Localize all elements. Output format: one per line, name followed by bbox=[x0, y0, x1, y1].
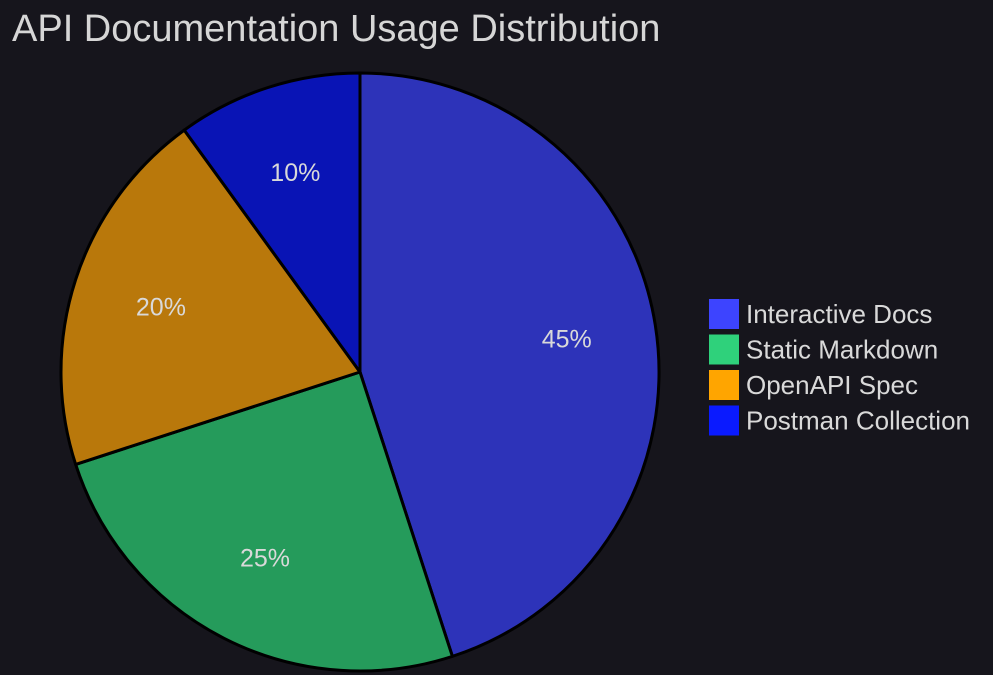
legend-label-openapi-spec: OpenAPI Spec bbox=[746, 370, 918, 400]
pie-slice-labels: 45% 25% 20% 10% bbox=[136, 159, 592, 573]
legend: Interactive Docs Static Markdown OpenAPI S… bbox=[709, 299, 970, 436]
legend-label-postman-collection: Postman Collection bbox=[746, 406, 970, 436]
legend-swatch-postman-collection bbox=[709, 405, 739, 436]
legend-swatch-openapi-spec bbox=[709, 370, 739, 400]
slice-label-static-markdown: 25% bbox=[240, 544, 290, 572]
pie-slice-postman-collection bbox=[182, 71, 362, 374]
legend-swatch-interactive-docs bbox=[709, 299, 739, 329]
pie-slice-interactive-docs bbox=[358, 71, 661, 658]
slice-label-postman-collection: 10% bbox=[270, 159, 320, 187]
slice-label-openapi-spec: 20% bbox=[136, 293, 186, 321]
pie-slice-static-markdown bbox=[74, 370, 454, 673]
slice-label-interactive-docs: 45% bbox=[542, 325, 592, 353]
pie-slices bbox=[59, 71, 661, 673]
legend-swatch-static-markdown bbox=[709, 334, 739, 365]
chart-title: API Documentation Usage Distribution bbox=[12, 8, 661, 50]
legend-label-static-markdown: Static Markdown bbox=[746, 335, 938, 365]
legend-label-interactive-docs: Interactive Docs bbox=[746, 299, 932, 329]
pie-slice-openapi-spec bbox=[59, 128, 362, 466]
